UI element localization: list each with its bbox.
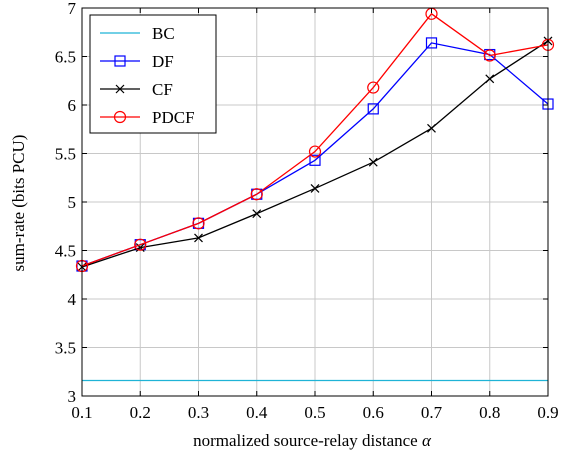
data-point-cf <box>252 209 262 219</box>
legend-marker-cf <box>115 84 125 94</box>
data-point-pdcf <box>250 188 263 201</box>
legend-label-bc: BC <box>152 24 175 43</box>
x-tick-label: 0.4 <box>246 403 268 422</box>
series-line-pdcf <box>81 12 549 267</box>
data-point-pdcf <box>308 145 322 158</box>
x-tick-label: 0.8 <box>479 403 500 422</box>
data-point-pdcf <box>367 81 380 94</box>
legend-box <box>89 14 217 134</box>
data-point-cf <box>368 157 378 167</box>
x-tick-label: 0.7 <box>421 403 443 422</box>
data-point-cf <box>310 183 320 193</box>
y-tick-label: 5.5 <box>55 145 76 164</box>
y-tick-label: 7 <box>68 0 77 18</box>
x-tick-label: 0.5 <box>304 403 325 422</box>
x-axis-title-text: normalized source-relay distance <box>193 431 418 450</box>
series-pdcf <box>75 7 555 273</box>
x-tick-label: 0.9 <box>537 403 558 422</box>
x-tick-label: 0.1 <box>71 403 92 422</box>
data-point-cf <box>194 233 203 243</box>
data-point-pdcf <box>483 49 496 62</box>
legend-entry-df: DF <box>100 52 174 71</box>
y-tick-label: 4 <box>68 290 77 309</box>
legend-entry-bc: BC <box>100 24 175 43</box>
x-tick-label: 0.2 <box>130 403 151 422</box>
legend-label-pdcf: PDCF <box>152 108 195 127</box>
y-axis-title: sum-rate (bits PCU) <box>9 135 28 272</box>
x-tick-label: 0.3 <box>188 403 209 422</box>
legend-label-cf: CF <box>152 80 173 99</box>
data-point-df <box>309 154 321 166</box>
data-point-cf <box>135 243 145 253</box>
y-tick-label: 6.5 <box>55 48 76 67</box>
legend-label-df: DF <box>152 52 174 71</box>
axis-ticks: 0.1 0.2 0.3 0.4 0.5 0.6 0.7 0.8 0.9 3 3.5 4 4.5 5 5.5 6… <box>55 0 559 422</box>
data-point-cf <box>427 123 436 133</box>
legend-marker-df <box>114 55 126 67</box>
y-tick-label: 6 <box>68 96 77 115</box>
x-axis-title-symbol: α <box>422 431 432 450</box>
y-tick-label: 3.5 <box>55 339 76 358</box>
x-tick-label: 0.6 <box>363 403 384 422</box>
legend-entry-cf: CF <box>100 80 173 99</box>
data-point-pdcf <box>134 238 147 251</box>
y-tick-label: 3 <box>68 387 77 406</box>
data-point-df <box>367 103 379 115</box>
series-layer <box>75 7 555 382</box>
y-tick-label: 4.5 <box>55 242 76 261</box>
legend-entry-pdcf: PDCF <box>100 108 195 127</box>
legend-marker-pdcf <box>113 110 127 124</box>
legend: BC DF CF PDCF <box>89 14 217 134</box>
y-tick-label: 5 <box>68 193 77 212</box>
data-point-cf <box>485 74 495 84</box>
data-point-pdcf <box>192 217 205 230</box>
data-point-df <box>425 37 438 49</box>
x-axis-title: normalized source-relay distance α <box>193 431 432 450</box>
